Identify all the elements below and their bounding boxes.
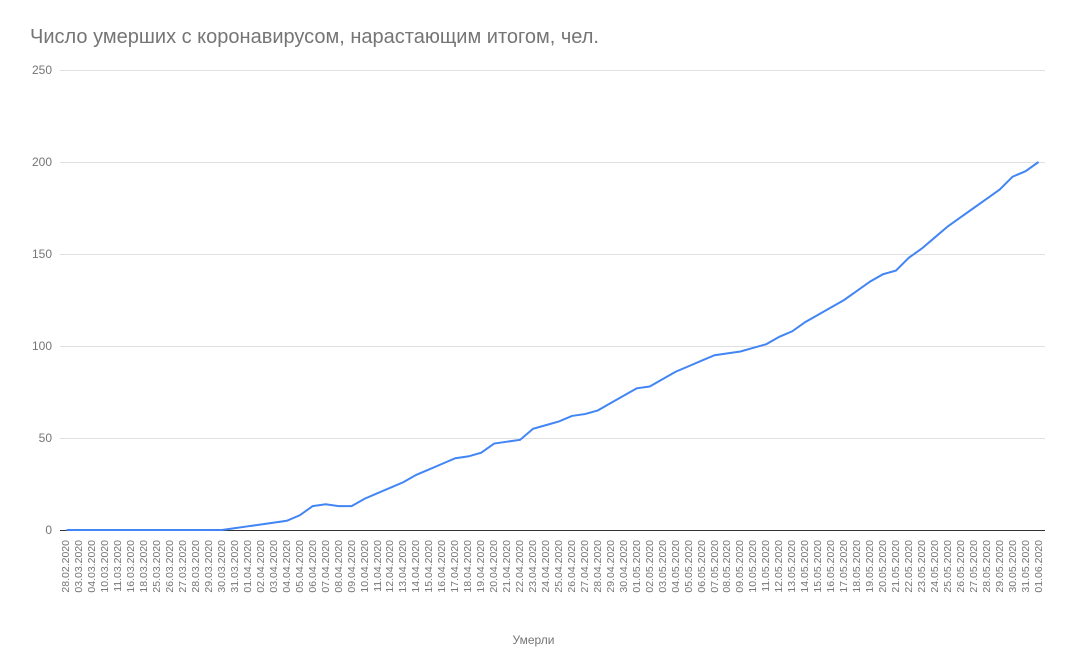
x-tick-label: 31.03.2020 <box>229 540 241 593</box>
x-tick-label: 12.05.2020 <box>773 540 785 593</box>
x-tick-label: 14.04.2020 <box>410 540 422 593</box>
x-tick-label: 26.03.2020 <box>164 540 176 593</box>
x-tick-label: 05.05.2020 <box>683 540 695 593</box>
x-tick-label: 10.03.2020 <box>99 540 111 593</box>
x-tick-label: 01.04.2020 <box>242 540 254 593</box>
x-tick-label: 16.03.2020 <box>125 540 137 593</box>
x-tick-label: 02.04.2020 <box>255 540 267 593</box>
x-tick-label: 08.04.2020 <box>333 540 345 593</box>
x-tick-label: 24.05.2020 <box>929 540 941 593</box>
x-tick-label: 13.05.2020 <box>786 540 798 593</box>
x-tick-label: 28.04.2020 <box>592 540 604 593</box>
x-tick-label: 04.04.2020 <box>281 540 293 593</box>
x-tick-label: 11.03.2020 <box>112 540 124 592</box>
x-tick-label: 11.05.2020 <box>760 540 772 592</box>
x-axis-title: Умерли <box>0 633 1067 647</box>
x-tick-label: 07.04.2020 <box>320 540 332 593</box>
x-tick-label: 17.04.2020 <box>449 540 461 593</box>
x-tick-label: 15.04.2020 <box>423 540 435 593</box>
x-tick-label: 28.02.2020 <box>60 540 72 593</box>
x-tick-label: 05.04.2020 <box>294 540 306 593</box>
x-tick-label: 22.05.2020 <box>903 540 915 593</box>
x-tick-label: 21.05.2020 <box>890 540 902 593</box>
x-tick-label: 27.04.2020 <box>579 540 591 593</box>
x-tick-label: 03.05.2020 <box>657 540 669 593</box>
x-tick-label: 25.04.2020 <box>553 540 565 593</box>
x-tick-label: 04.05.2020 <box>670 540 682 593</box>
x-tick-label: 23.05.2020 <box>916 540 928 593</box>
x-tick-label: 06.04.2020 <box>307 540 319 593</box>
x-tick-label: 16.05.2020 <box>825 540 837 593</box>
x-tick-label: 30.04.2020 <box>618 540 630 593</box>
x-tick-label: 11.04.2020 <box>372 540 384 592</box>
y-tick-label: 150 <box>32 247 52 261</box>
x-tick-label: 28.03.2020 <box>190 540 202 593</box>
x-tick-label: 01.06.2020 <box>1033 540 1045 593</box>
x-tick-label: 21.04.2020 <box>501 540 513 593</box>
y-tick-label: 200 <box>32 155 52 169</box>
x-tick-label: 09.05.2020 <box>734 540 746 593</box>
x-tick-label: 18.04.2020 <box>462 540 474 593</box>
y-tick-label: 50 <box>39 431 52 445</box>
x-tick-label: 30.03.2020 <box>216 540 228 593</box>
x-tick-label: 01.05.2020 <box>631 540 643 593</box>
line-series <box>60 70 1045 530</box>
x-tick-label: 24.04.2020 <box>540 540 552 593</box>
chart-container: Число умерших с коронавирусом, нарастающ… <box>0 0 1067 661</box>
x-tick-label: 03.04.2020 <box>268 540 280 593</box>
x-tick-label: 22.04.2020 <box>514 540 526 593</box>
x-tick-label: 02.05.2020 <box>644 540 656 593</box>
x-tick-label: 31.05.2020 <box>1020 540 1032 593</box>
x-tick-label: 12.04.2020 <box>384 540 396 593</box>
x-tick-label: 10.05.2020 <box>747 540 759 593</box>
x-tick-label: 18.05.2020 <box>851 540 863 593</box>
x-tick-label: 25.05.2020 <box>942 540 954 593</box>
x-tick-label: 29.05.2020 <box>994 540 1006 593</box>
x-tick-label: 18.03.2020 <box>138 540 150 593</box>
x-tick-label: 16.04.2020 <box>436 540 448 593</box>
x-tick-label: 29.03.2020 <box>203 540 215 593</box>
x-tick-label: 27.03.2020 <box>177 540 189 593</box>
x-tick-label: 08.05.2020 <box>721 540 733 593</box>
x-tick-label: 26.05.2020 <box>955 540 967 593</box>
x-tick-label: 25.03.2020 <box>151 540 163 593</box>
x-tick-label: 20.04.2020 <box>488 540 500 593</box>
x-tick-label: 03.03.2020 <box>73 540 85 593</box>
x-tick-label: 15.05.2020 <box>812 540 824 593</box>
y-tick-label: 250 <box>32 63 52 77</box>
x-tick-label: 19.04.2020 <box>475 540 487 593</box>
x-tick-label: 27.05.2020 <box>968 540 980 593</box>
x-tick-label: 28.05.2020 <box>981 540 993 593</box>
x-tick-label: 14.05.2020 <box>799 540 811 593</box>
chart-title: Число умерших с коронавирусом, нарастающ… <box>30 26 599 49</box>
x-tick-label: 20.05.2020 <box>877 540 889 593</box>
x-tick-label: 07.05.2020 <box>709 540 721 593</box>
x-tick-label: 13.04.2020 <box>397 540 409 593</box>
y-tick-label: 100 <box>32 339 52 353</box>
x-tick-label: 09.04.2020 <box>346 540 358 593</box>
x-tick-label: 29.04.2020 <box>605 540 617 593</box>
x-tick-label: 23.04.2020 <box>527 540 539 593</box>
x-tick-label: 30.05.2020 <box>1007 540 1019 593</box>
x-tick-label: 04.03.2020 <box>86 540 98 593</box>
x-tick-label: 06.05.2020 <box>696 540 708 593</box>
x-tick-label: 26.04.2020 <box>566 540 578 593</box>
y-tick-label: 0 <box>45 523 52 537</box>
x-tick-label: 17.05.2020 <box>838 540 850 593</box>
x-tick-label: 10.04.2020 <box>359 540 371 593</box>
x-tick-label: 19.05.2020 <box>864 540 876 593</box>
